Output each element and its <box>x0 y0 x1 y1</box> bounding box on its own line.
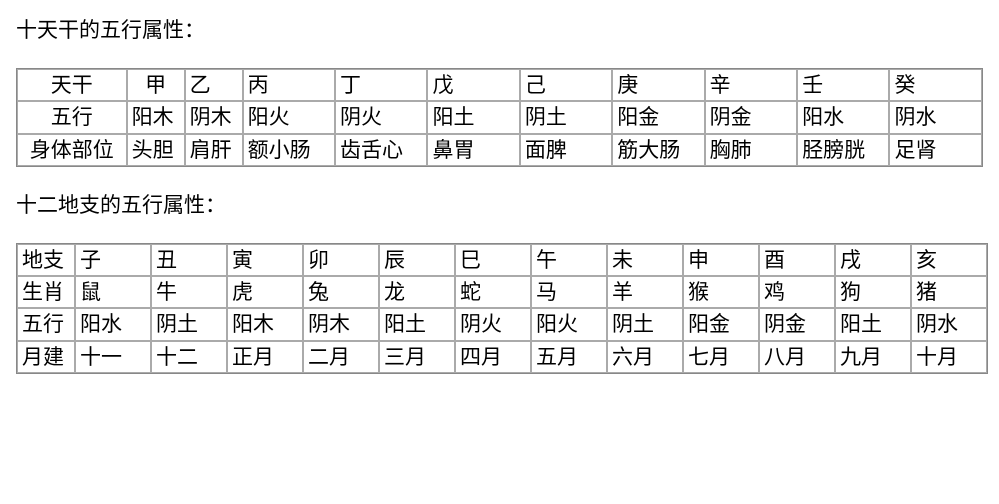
row-header: 地支 <box>17 244 75 276</box>
cell: 阳土 <box>835 308 911 340</box>
cell: 十一 <box>75 341 151 373</box>
table-row: 天干 甲 乙 丙 丁 戊 己 庚 辛 壬 癸 <box>17 69 982 101</box>
cell: 阴土 <box>607 308 683 340</box>
cell: 三月 <box>379 341 455 373</box>
table-row: 五行 阳水 阴土 阳木 阴木 阳土 阴火 阳火 阴土 阳金 阴金 阳土 阴水 <box>17 308 987 340</box>
cell: 阴水 <box>889 101 982 133</box>
table-tiangan: 天干 甲 乙 丙 丁 戊 己 庚 辛 壬 癸 五行 阳木 阴木 阳火 阴火 阳土… <box>16 68 983 167</box>
row-header: 五行 <box>17 101 127 133</box>
cell: 龙 <box>379 276 455 308</box>
cell: 胫膀胱 <box>797 134 889 166</box>
cell: 鸡 <box>759 276 835 308</box>
cell: 十二 <box>151 341 227 373</box>
cell: 阳金 <box>683 308 759 340</box>
cell: 午 <box>531 244 607 276</box>
cell: 未 <box>607 244 683 276</box>
cell: 阴火 <box>335 101 427 133</box>
cell: 己 <box>520 69 612 101</box>
cell: 辛 <box>705 69 797 101</box>
cell: 马 <box>531 276 607 308</box>
cell: 十月 <box>911 341 987 373</box>
cell: 阳火 <box>243 101 335 133</box>
heading-dizhi: 十二地支的五行属性： <box>16 189 983 219</box>
cell: 申 <box>683 244 759 276</box>
cell: 足肾 <box>889 134 982 166</box>
row-header: 月建 <box>17 341 75 373</box>
cell: 胸肺 <box>705 134 797 166</box>
cell: 六月 <box>607 341 683 373</box>
table-row: 地支 子 丑 寅 卯 辰 巳 午 未 申 酉 戌 亥 <box>17 244 987 276</box>
cell: 蛇 <box>455 276 531 308</box>
cell: 鼠 <box>75 276 151 308</box>
cell: 牛 <box>151 276 227 308</box>
cell: 阴木 <box>185 101 243 133</box>
cell: 丁 <box>335 69 427 101</box>
cell: 七月 <box>683 341 759 373</box>
cell: 癸 <box>889 69 982 101</box>
cell: 筋大肠 <box>612 134 704 166</box>
cell: 肩肝 <box>185 134 243 166</box>
cell: 乙 <box>185 69 243 101</box>
cell: 戊 <box>427 69 519 101</box>
cell: 辰 <box>379 244 455 276</box>
table-row: 生肖 鼠 牛 虎 兔 龙 蛇 马 羊 猴 鸡 狗 猪 <box>17 276 987 308</box>
cell: 正月 <box>227 341 303 373</box>
cell: 阴火 <box>455 308 531 340</box>
cell: 五月 <box>531 341 607 373</box>
cell: 阴木 <box>303 308 379 340</box>
cell: 阳水 <box>75 308 151 340</box>
cell: 庚 <box>612 69 704 101</box>
table-dizhi: 地支 子 丑 寅 卯 辰 巳 午 未 申 酉 戌 亥 生肖 鼠 牛 虎 兔 龙 … <box>16 243 988 374</box>
cell: 阳木 <box>127 101 185 133</box>
cell: 狗 <box>835 276 911 308</box>
cell: 羊 <box>607 276 683 308</box>
cell: 兔 <box>303 276 379 308</box>
cell: 阳金 <box>612 101 704 133</box>
cell: 面脾 <box>520 134 612 166</box>
cell: 阴土 <box>520 101 612 133</box>
table-row: 月建 十一 十二 正月 二月 三月 四月 五月 六月 七月 八月 九月 十月 <box>17 341 987 373</box>
cell: 猪 <box>911 276 987 308</box>
cell: 酉 <box>759 244 835 276</box>
cell: 亥 <box>911 244 987 276</box>
cell: 二月 <box>303 341 379 373</box>
table-row: 五行 阳木 阴木 阳火 阴火 阳土 阴土 阳金 阴金 阳水 阴水 <box>17 101 982 133</box>
cell: 阳土 <box>379 308 455 340</box>
cell: 丙 <box>243 69 335 101</box>
cell: 齿舌心 <box>335 134 427 166</box>
cell: 阴土 <box>151 308 227 340</box>
cell: 阳火 <box>531 308 607 340</box>
cell: 鼻胃 <box>427 134 519 166</box>
cell: 卯 <box>303 244 379 276</box>
cell: 阳水 <box>797 101 889 133</box>
row-header: 身体部位 <box>17 134 127 166</box>
cell: 猴 <box>683 276 759 308</box>
cell: 额小肠 <box>243 134 335 166</box>
cell: 阴金 <box>759 308 835 340</box>
row-header: 天干 <box>17 69 127 101</box>
cell: 阴金 <box>705 101 797 133</box>
row-header: 生肖 <box>17 276 75 308</box>
cell: 甲 <box>127 69 185 101</box>
cell: 八月 <box>759 341 835 373</box>
cell: 头胆 <box>127 134 185 166</box>
cell: 阴水 <box>911 308 987 340</box>
cell: 丑 <box>151 244 227 276</box>
cell: 四月 <box>455 341 531 373</box>
cell: 九月 <box>835 341 911 373</box>
cell: 子 <box>75 244 151 276</box>
cell: 戌 <box>835 244 911 276</box>
cell: 阳土 <box>427 101 519 133</box>
cell: 寅 <box>227 244 303 276</box>
table-row: 身体部位 头胆 肩肝 额小肠 齿舌心 鼻胃 面脾 筋大肠 胸肺 胫膀胱 足肾 <box>17 134 982 166</box>
cell: 阳木 <box>227 308 303 340</box>
cell: 虎 <box>227 276 303 308</box>
cell: 壬 <box>797 69 889 101</box>
heading-tiangan: 十天干的五行属性： <box>16 14 983 44</box>
row-header: 五行 <box>17 308 75 340</box>
cell: 巳 <box>455 244 531 276</box>
